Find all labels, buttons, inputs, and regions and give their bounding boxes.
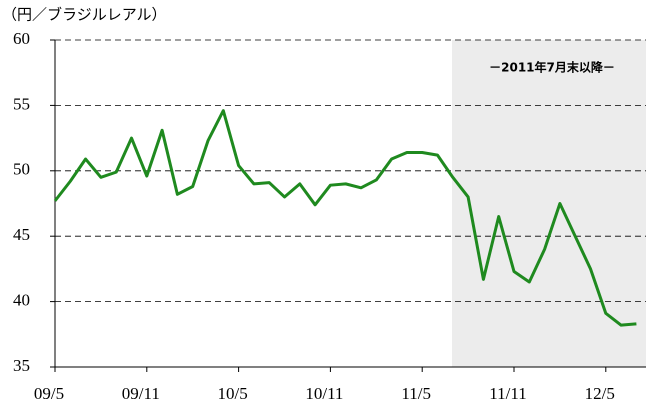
x-tick-label: 12/5: [585, 384, 615, 403]
annotation: －2011年7月末以降－: [489, 60, 615, 75]
highlight-region: [452, 40, 646, 367]
y-tick-label: 40: [13, 291, 30, 310]
y-tick-label: 55: [13, 94, 30, 113]
x-tick-label: 11/5: [401, 384, 431, 403]
y-tick-label: 45: [13, 225, 30, 244]
y-axis-label: （円／ブラジルレアル）: [2, 5, 167, 23]
x-tick-label: 09/11: [122, 384, 160, 403]
data-line: [53, 109, 637, 327]
y-tick-label: 50: [13, 160, 30, 179]
x-tick-label: 10/5: [217, 384, 247, 403]
y-tick-label: 60: [13, 29, 30, 48]
x-tick-label: 09/5: [34, 384, 64, 403]
x-tick-label: 10/11: [305, 384, 343, 403]
y-tick-label: 35: [13, 356, 30, 375]
x-tick-label: 11/11: [489, 384, 526, 403]
